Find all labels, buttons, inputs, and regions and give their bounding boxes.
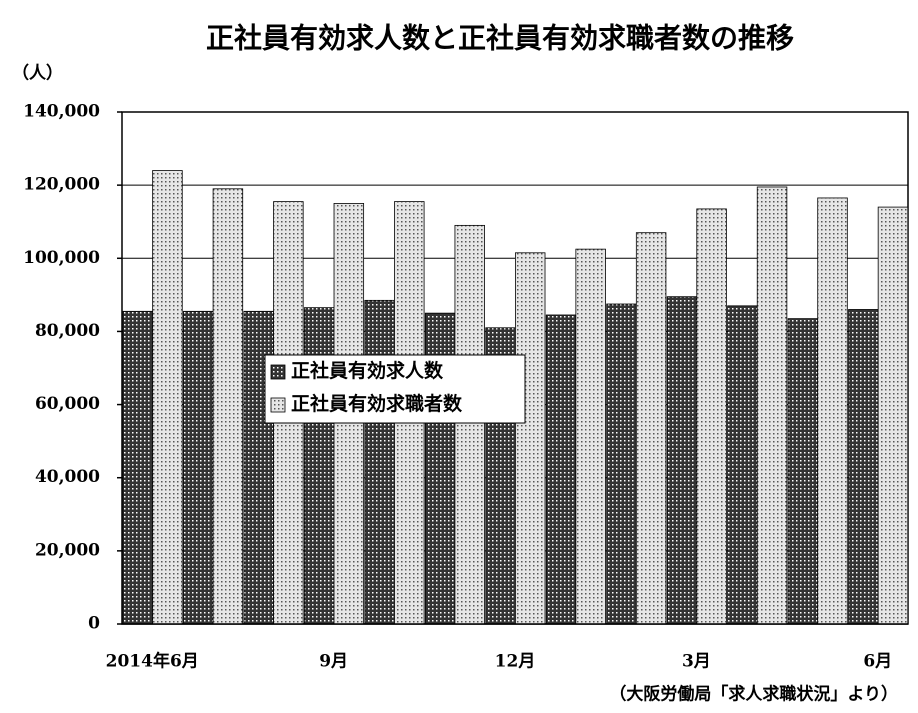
bar xyxy=(575,248,606,625)
bar xyxy=(696,208,727,625)
bar xyxy=(454,224,485,625)
bar xyxy=(756,186,788,625)
bar xyxy=(817,197,848,625)
x-tick-label: 12月 xyxy=(495,652,536,672)
bar xyxy=(606,303,637,625)
bar xyxy=(212,188,244,625)
y-tick-label: 140,000 xyxy=(23,102,100,122)
bar xyxy=(787,318,819,625)
bar xyxy=(877,206,909,625)
y-tick-label: 60,000 xyxy=(35,394,100,414)
y-tick-label: 80,000 xyxy=(35,321,100,341)
y-unit: （人） xyxy=(12,63,63,84)
y-tick-label: 40,000 xyxy=(35,467,100,487)
bar xyxy=(666,296,698,625)
x-tick-label: 6月 xyxy=(863,652,892,672)
chart-title: 正社員有効求人数と正社員有効求職者数の推移 xyxy=(206,22,794,55)
x-tick-label: 3月 xyxy=(682,652,711,672)
legend-label: 正社員有効求職者数 xyxy=(291,392,463,415)
bar xyxy=(848,309,879,625)
bar xyxy=(727,305,758,625)
y-tick-label: 100,000 xyxy=(23,248,100,268)
y-tick-label: 0 xyxy=(88,614,100,634)
bar xyxy=(122,310,154,625)
x-tick-label: 2014年6月 xyxy=(106,651,199,672)
y-tick-label: 120,000 xyxy=(23,175,100,195)
bar xyxy=(152,170,183,625)
legend-box xyxy=(264,354,526,424)
source-note: （大阪労働局「求人求職状況」より） xyxy=(609,684,898,705)
bar xyxy=(514,252,546,625)
bar xyxy=(545,314,577,625)
y-tick-label: 20,000 xyxy=(35,540,100,560)
x-tick-label: 9月 xyxy=(319,652,348,672)
legend-swatch xyxy=(270,397,286,413)
legend-swatch xyxy=(270,364,286,380)
legend-label: 正社員有効求人数 xyxy=(291,359,444,382)
bar xyxy=(183,310,214,625)
bar xyxy=(635,232,667,625)
bar xyxy=(364,299,395,625)
